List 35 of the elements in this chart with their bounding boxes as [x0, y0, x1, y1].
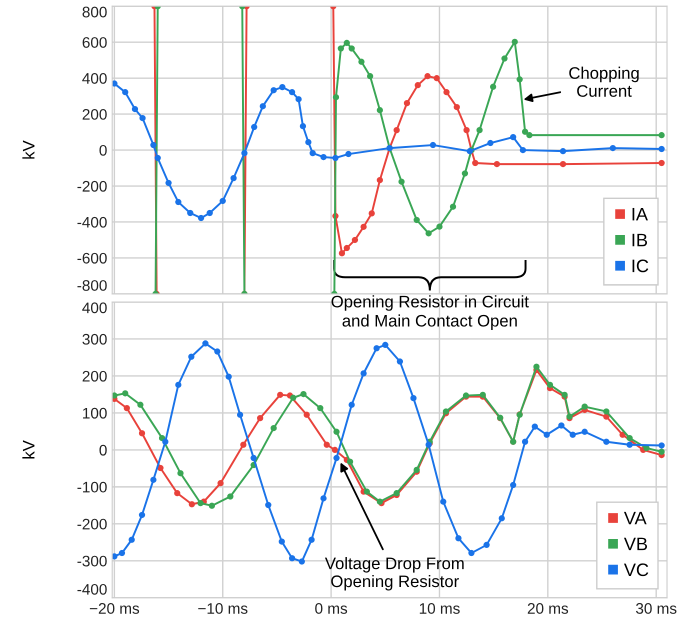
- y-tick-label: -200: [77, 518, 107, 530]
- legend-label: IC: [632, 259, 648, 272]
- y-tick-label: 200: [82, 370, 107, 382]
- y-tick-label: -100: [77, 482, 107, 493]
- x-tick-label: 30 ms: [636, 603, 676, 614]
- y-tick-label: -400: [77, 216, 107, 228]
- y-tick-label: 300: [82, 334, 107, 345]
- y-tick-label: 0: [99, 444, 107, 456]
- legend-label: VC: [624, 563, 648, 576]
- y-tick-label: -200: [77, 180, 107, 192]
- y-tick-label: 0: [99, 144, 107, 156]
- y-tick-label: -800: [77, 280, 107, 291]
- y-tick-label: -400: [77, 584, 107, 595]
- y-axis-title: kV: [22, 140, 34, 159]
- annotation: Opening Resistor in Circuit and Main Contact Open: [332, 295, 529, 330]
- annotation: Voltage Drop From Opening Resistor: [324, 557, 464, 591]
- x-tick-label: 10 ms: [420, 603, 460, 614]
- y-tick-label: 400: [82, 73, 107, 84]
- x-tick-label: 20 ms: [528, 603, 568, 614]
- y-axis-title: kV: [22, 440, 34, 459]
- x-tick-label: 0 ms: [315, 603, 348, 614]
- y-tick-label: 200: [82, 108, 107, 120]
- x-tick-label: −10 ms: [198, 603, 248, 614]
- y-tick-label: -600: [77, 252, 107, 264]
- legend-label: IA: [632, 208, 648, 220]
- x-tick-label: −20 ms: [90, 603, 140, 614]
- legend-label: VA: [624, 512, 647, 524]
- legend-label: VB: [624, 538, 648, 550]
- legend-label: IB: [632, 234, 648, 246]
- y-tick-label: -300: [77, 556, 107, 567]
- y-tick-label: 800: [82, 6, 107, 18]
- y-tick-label: 100: [83, 408, 107, 419]
- y-tick-label: 600: [82, 37, 107, 48]
- y-tick-label: 400: [82, 302, 107, 314]
- annotation: Chopping Current: [569, 66, 639, 97]
